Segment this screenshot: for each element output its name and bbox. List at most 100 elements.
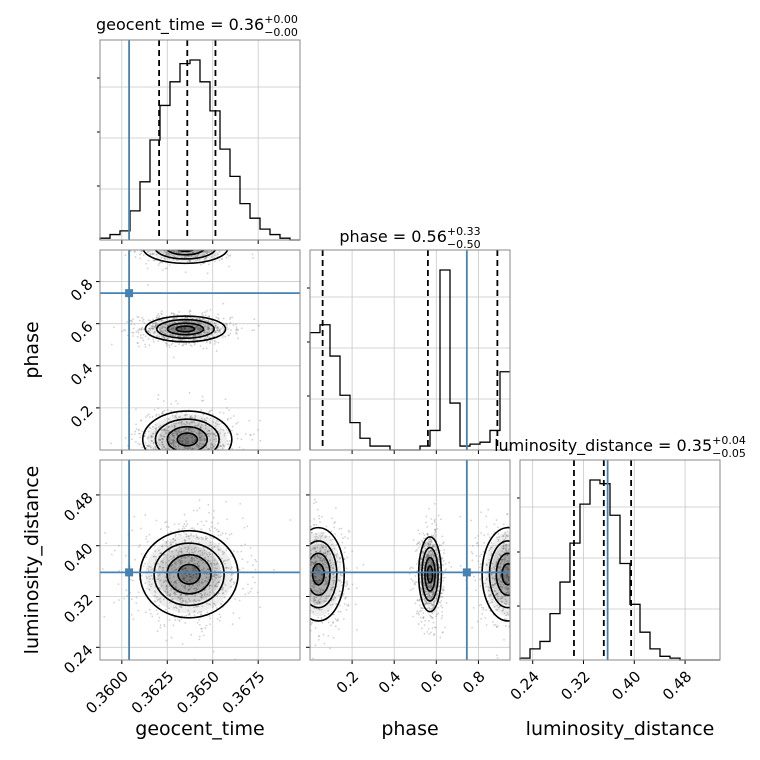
scatter-point — [425, 601, 428, 604]
scatter-point — [184, 600, 187, 603]
scatter-point — [429, 586, 431, 589]
scatter-point — [221, 447, 224, 450]
scatter-point — [207, 433, 210, 435]
scatter-point — [432, 605, 435, 608]
scatter-point — [150, 568, 153, 571]
scatter-point — [156, 314, 159, 317]
scatter-point — [428, 559, 430, 562]
contour-line — [176, 250, 195, 253]
scatter-point — [188, 422, 191, 424]
scatter-point — [429, 569, 432, 571]
scatter-point — [196, 330, 199, 333]
scatter-point — [195, 587, 198, 590]
scatter-point — [172, 432, 175, 435]
scatter-point — [175, 533, 177, 536]
scatter-point — [430, 586, 433, 588]
scatter-point — [313, 604, 316, 606]
scatter-point — [417, 623, 420, 625]
scatter-point — [188, 589, 190, 592]
scatter-point — [490, 593, 492, 596]
scatter-point — [215, 350, 218, 352]
scatter-point — [203, 593, 206, 596]
scatter-point — [183, 438, 186, 441]
scatter-point — [188, 310, 191, 313]
scatter-point — [235, 433, 238, 436]
scatter-point — [158, 426, 160, 428]
scatter-point — [253, 318, 256, 321]
scatter-point — [427, 574, 430, 576]
scatter-point — [343, 558, 346, 561]
scatter-point — [188, 559, 191, 562]
scatter-point — [188, 259, 191, 262]
scatter-point — [312, 547, 314, 550]
scatter-point — [157, 264, 160, 267]
scatter-point — [177, 321, 180, 324]
scatter-point — [185, 256, 188, 258]
contour-line — [156, 318, 215, 339]
scatter-point — [206, 611, 209, 614]
scatter-point — [314, 557, 316, 560]
scatter-point — [427, 595, 430, 598]
scatter-point — [419, 543, 421, 546]
scatter-point — [181, 527, 184, 530]
scatter-point — [427, 542, 429, 545]
scatter-point — [219, 441, 222, 444]
scatter-point — [430, 608, 433, 611]
scatter-point — [138, 253, 141, 256]
scatter-point — [172, 321, 174, 324]
scatter-point — [148, 329, 150, 332]
scatter-point — [192, 335, 194, 337]
scatter-point — [168, 573, 170, 576]
scatter-point — [175, 317, 177, 320]
scatter-point — [150, 436, 153, 439]
scatter-point — [227, 442, 230, 445]
scatter-point — [164, 590, 167, 593]
scatter-point — [420, 558, 423, 561]
scatter-point — [321, 534, 324, 537]
scatter-point — [197, 605, 200, 608]
scatter-point — [443, 576, 446, 579]
scatter-point — [436, 592, 439, 595]
scatter-point — [216, 253, 219, 256]
scatter-point — [209, 439, 212, 441]
scatter-point — [424, 591, 427, 593]
scatter-point — [216, 326, 219, 329]
scatter-point — [204, 438, 207, 441]
scatter-point — [154, 331, 156, 334]
scatter-point — [425, 602, 428, 605]
scatter-point — [124, 254, 127, 257]
scatter-point — [152, 327, 155, 330]
scatter-point — [184, 255, 187, 258]
scatter-point — [425, 544, 428, 546]
scatter-point — [429, 586, 431, 589]
scatter-point — [192, 321, 195, 323]
scatter-point — [225, 428, 228, 431]
scatter-point — [330, 564, 333, 567]
scatter-point — [431, 592, 434, 595]
scatter-point — [113, 601, 115, 604]
scatter-point — [439, 636, 442, 639]
scatter-point — [196, 582, 198, 585]
scatter-point — [197, 432, 200, 435]
scatter-point — [196, 317, 199, 320]
scatter-point — [428, 594, 431, 597]
scatter-point — [215, 528, 218, 531]
scatter-point — [174, 432, 177, 435]
scatter-point — [435, 574, 438, 577]
scatter-point — [172, 254, 175, 257]
scatter-point — [165, 584, 168, 587]
scatter-point — [342, 537, 344, 540]
scatter-point — [327, 613, 330, 615]
scatter-point — [219, 411, 221, 414]
scatter-point — [224, 566, 227, 569]
scatter-point — [158, 320, 161, 322]
scatter-point — [311, 621, 314, 624]
scatter-point — [428, 602, 431, 605]
scatter-point — [192, 535, 195, 537]
scatter-point — [189, 429, 192, 432]
scatter-point — [215, 563, 218, 565]
scatter-point — [183, 327, 186, 330]
scatter-point — [215, 574, 218, 576]
scatter-point — [325, 600, 327, 603]
